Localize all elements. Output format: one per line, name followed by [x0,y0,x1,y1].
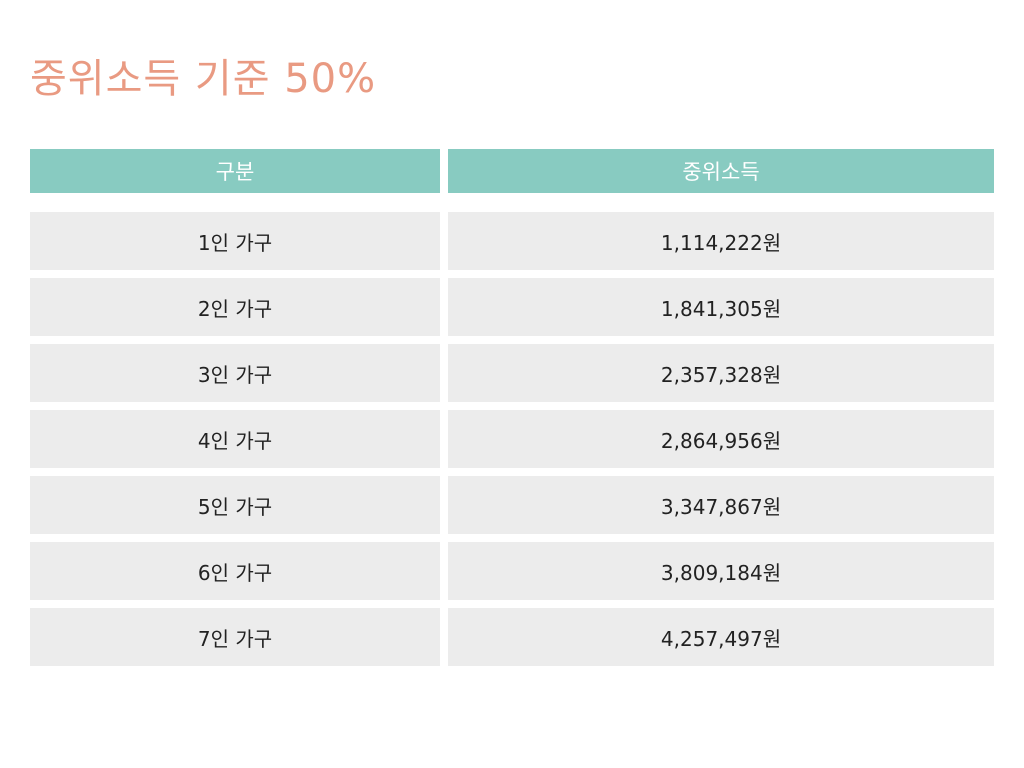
row-category: 5인 가구 [30,476,440,534]
row-category: 4인 가구 [30,410,440,468]
table-row: 2인 가구 1,841,305원 [30,278,994,336]
row-category: 1인 가구 [30,212,440,270]
header-category: 구분 [30,149,440,193]
income-table: 구분 중위소득 1인 가구 1,114,222원 2인 가구 1,841,305… [30,149,994,674]
row-income: 2,357,328원 [448,344,994,402]
table-row: 3인 가구 2,357,328원 [30,344,994,402]
row-category: 3인 가구 [30,344,440,402]
row-income: 4,257,497원 [448,608,994,666]
row-income: 3,347,867원 [448,476,994,534]
row-income: 2,864,956원 [448,410,994,468]
table-row: 6인 가구 3,809,184원 [30,542,994,600]
table-row: 5인 가구 3,347,867원 [30,476,994,534]
row-category: 6인 가구 [30,542,440,600]
row-category: 2인 가구 [30,278,440,336]
row-income: 1,114,222원 [448,212,994,270]
header-income: 중위소득 [448,149,994,193]
table-header-row: 구분 중위소득 [30,149,994,193]
table-row: 1인 가구 1,114,222원 [30,212,994,270]
table-row: 7인 가구 4,257,497원 [30,608,994,666]
row-income: 1,841,305원 [448,278,994,336]
table-row: 4인 가구 2,864,956원 [30,410,994,468]
page-title: 중위소득 기준 50% [30,56,377,102]
row-category: 7인 가구 [30,608,440,666]
row-income: 3,809,184원 [448,542,994,600]
